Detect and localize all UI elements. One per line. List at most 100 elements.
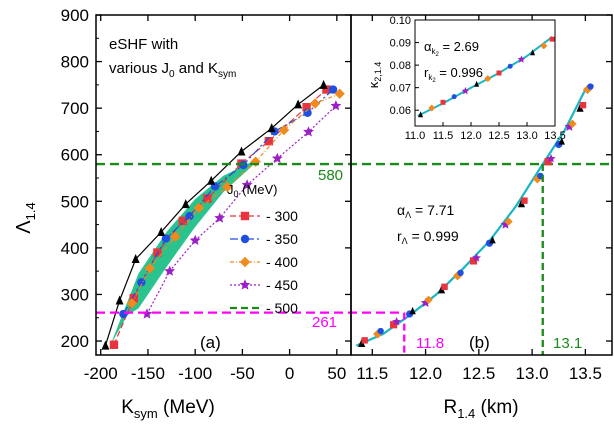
series-3-point: [271, 152, 283, 164]
xtick-a-label-0: 0: [285, 364, 294, 383]
xtick-b-label-12.0: 12.0: [409, 364, 442, 383]
panel-b-point: [489, 236, 496, 244]
panel-b-point: [568, 119, 577, 128]
series-500-point: [115, 295, 124, 305]
xtick-b-label-12.5: 12.5: [462, 364, 495, 383]
legend-label-4: - 500: [266, 300, 298, 316]
inset-xtick-label-12.0: 12.0: [460, 130, 481, 142]
inset-points-group: [418, 36, 555, 118]
inset-chart: 0.06 0.07 0.08 0.09 0.10 11.0 11.5 12.0 12.5 13.0…: [366, 15, 566, 142]
limit-261-label: 261: [312, 314, 337, 331]
series-0-point: [302, 103, 311, 112]
ytick-label-200: 200: [61, 332, 89, 351]
ytick-label-400: 400: [61, 239, 89, 258]
panel-b-point: [424, 295, 433, 305]
inset-point: [530, 49, 536, 56]
panel-b-axis-ticks: 11.5 12.0 12.5 13.0 13.5: [356, 14, 612, 383]
inset-point: [540, 42, 548, 50]
series-0-point: [322, 85, 331, 94]
inset-point: [451, 94, 457, 100]
panel-b-point: [472, 253, 481, 262]
series-1-point: [137, 278, 146, 287]
series-500-point: [207, 175, 216, 185]
inset-xtick-label-13.5: 13.5: [544, 130, 565, 142]
panel-a-xlabel: Ksym (MeV): [121, 397, 215, 421]
series-500-point: [319, 79, 328, 89]
series-0-point: [178, 216, 188, 226]
inset-ylabel: κ2,1.4: [366, 62, 383, 89]
series-2-point: [144, 263, 156, 274]
series-3-point: [189, 234, 201, 245]
inset-background: [415, 20, 555, 126]
inset-ytick-label-0.06: 0.06: [390, 105, 411, 117]
inset-point: [549, 36, 555, 42]
series-1-point: [119, 309, 128, 319]
panel-b-fit-group: [355, 89, 587, 347]
panel-b-fit-r: rΛ = 0.999: [397, 228, 459, 246]
series-line-3: [146, 105, 337, 315]
panel-b-point: [544, 158, 552, 166]
xtick-a-label--100: -100: [178, 364, 212, 383]
inset-ytick-label-0.08: 0.08: [390, 60, 411, 72]
legend-label-0: - 300: [266, 208, 298, 224]
panel-b-fit-alpha: αΛ = 7.71: [397, 202, 455, 220]
ytick-label-700: 700: [61, 99, 89, 118]
series-2-point: [309, 98, 321, 109]
series-line-500: [104, 84, 324, 346]
series-500-point: [181, 199, 190, 209]
panel-b: 11.5 12.0 12.5 13.0 13.5 αΛ = 7.71 rΛ = 0.99…: [350, 14, 613, 421]
panel-b-label: (b): [469, 333, 490, 352]
series-500-point: [157, 227, 166, 237]
panel-b-points-group: [358, 83, 594, 347]
panel-a-annotation-line1: eSHF with: [109, 36, 178, 53]
xtick-a-label--150: -150: [131, 364, 165, 383]
panel-b-point: [558, 137, 565, 145]
limit-131-label: 13.1: [553, 335, 582, 352]
panel-a-label: (a): [200, 333, 221, 352]
legend-label-2: - 400: [266, 254, 298, 270]
ytick-label-300: 300: [61, 285, 89, 304]
inset-point: [517, 55, 526, 63]
series-2-point: [193, 202, 205, 214]
inset-ytick-label-0.09: 0.09: [390, 38, 411, 50]
legend-marker-2: [239, 256, 251, 268]
panel-a-annotation-line2: various J0 and Ksym: [109, 60, 236, 80]
series-1-point: [185, 212, 194, 221]
panel-b-point: [392, 317, 402, 326]
inset-frame: [414, 19, 556, 127]
series-1-point: [328, 85, 338, 94]
xtick-a-label-50: 50: [327, 364, 346, 383]
inset-fit-alpha: αk2 = 2.69: [424, 39, 479, 58]
series-3-point: [214, 212, 226, 223]
panel-b-point: [521, 197, 528, 204]
legend-label-3: - 450: [266, 277, 298, 293]
series-0-point: [129, 293, 138, 303]
legend-marker-1: [240, 234, 250, 244]
inset-point: [474, 80, 480, 87]
inset-ytick-label-0.07: 0.07: [390, 83, 411, 95]
limit-118-label: 11.8: [416, 335, 444, 352]
inset-xtick-label-13.0: 13.0: [516, 130, 537, 142]
inset-point: [507, 63, 513, 69]
series-2-point: [334, 88, 345, 99]
series-2-point: [126, 298, 138, 309]
panel-b-fit-curve: [355, 89, 587, 347]
series-0-point: [264, 137, 274, 146]
series-1-point: [303, 108, 312, 118]
xtick-b-label-13.0: 13.0: [516, 364, 549, 383]
xtick-a-label--50: -50: [230, 364, 255, 383]
legend-marker-0: [240, 211, 250, 221]
series-2-point: [222, 181, 233, 193]
series-3-point: [303, 126, 314, 137]
ytick-label-900: 900: [61, 6, 89, 25]
panel-b-point: [452, 271, 463, 281]
panel-b-xlabel: R1.4 (km): [443, 397, 518, 421]
series-3-point: [330, 100, 342, 111]
series-500-point: [237, 146, 246, 156]
legend-label-1: - 350: [266, 231, 298, 247]
xtick-b-label-13.5: 13.5: [569, 364, 602, 383]
series-0-point: [203, 194, 212, 203]
inset-point: [440, 99, 446, 105]
inset-ytick-label-0.10: 0.10: [390, 15, 411, 27]
